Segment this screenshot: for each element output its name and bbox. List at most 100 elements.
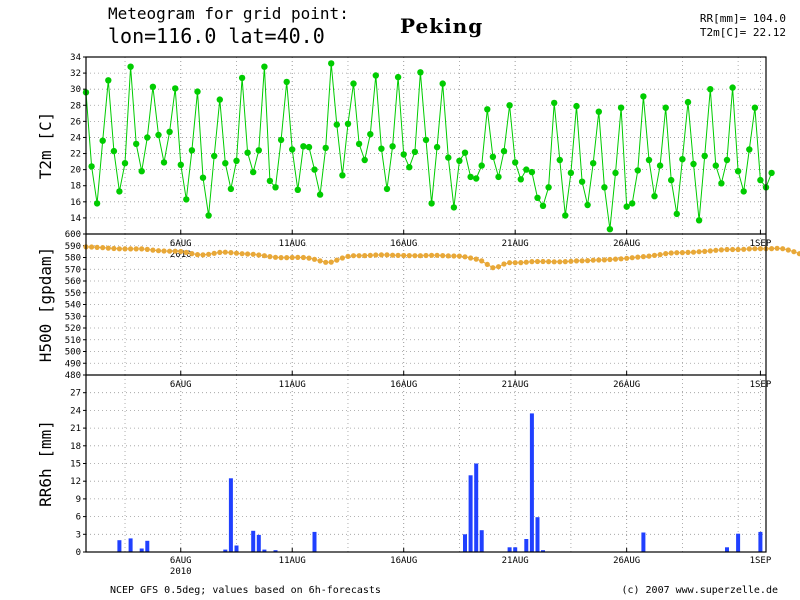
h500-data-point [211, 250, 217, 256]
h500-data-point [668, 250, 674, 256]
t2m-data-point [93, 200, 101, 207]
t2m-data-point [333, 121, 340, 128]
t2m-data-point [216, 96, 223, 103]
t2m-data-point [606, 226, 614, 233]
h500-data-point [89, 244, 95, 250]
h500-data-point [328, 259, 334, 265]
h500-data-point [752, 246, 758, 252]
h500-data-point [161, 248, 167, 254]
h500-ytick-label: 490 [65, 359, 81, 369]
h500-data-point [735, 246, 741, 253]
t2m-data-point [283, 78, 290, 86]
t2m-data-point [629, 200, 636, 207]
h500-data-point [194, 252, 201, 258]
t2m-data-point [411, 148, 419, 156]
t2m-data-point [701, 152, 708, 160]
t2m-data-point [99, 137, 106, 144]
t2m-data-point [194, 88, 201, 95]
t2m-ytick-label: 20 [70, 166, 81, 176]
t2m-data-point [517, 176, 524, 183]
t2m-data-point [679, 156, 686, 163]
t2m-data-point [740, 188, 747, 195]
t2m-data-point [199, 174, 207, 181]
h500-data-point [462, 254, 468, 260]
t2m-data-point [439, 80, 446, 87]
h500-data-point [100, 245, 106, 251]
t2m-data-point [645, 156, 653, 164]
h500-data-point [546, 259, 552, 265]
t2m-ytick-label: 16 [70, 198, 81, 208]
rr6h-xtick-label: 1SEP [750, 380, 772, 390]
h500-ytick-label: 500 [65, 348, 81, 358]
h500-data-point [105, 245, 111, 251]
t2m-data-point [634, 167, 641, 174]
h500-data-point [512, 260, 518, 266]
h500-xtick-label: 11AUG [279, 239, 306, 249]
t2m-data-point [294, 186, 301, 193]
t2m-data-point [734, 168, 742, 175]
h500-data-point [429, 252, 435, 258]
t2m-ytick-label: 28 [70, 101, 81, 111]
h500-data-point [674, 250, 680, 256]
h500-data-point [200, 252, 206, 258]
t2m-data-point [417, 69, 424, 76]
grid-point-coordinates: lon=116.0 lat=40.0 [108, 24, 325, 48]
h500-data-point [128, 246, 134, 252]
rr6h-ytick-label: 9 [76, 495, 81, 505]
h500-data-point [573, 258, 580, 264]
t2m-ytick-label: 22 [70, 150, 81, 160]
h500-data-point [183, 249, 189, 255]
t2m-data-point [222, 160, 229, 167]
t2m-data-point [383, 185, 391, 193]
t2m-data-point [311, 166, 318, 173]
h500-data-point [412, 253, 418, 259]
h500-data-point [596, 257, 602, 263]
h500-data-point [434, 252, 440, 258]
h500-data-point [456, 253, 462, 259]
h500-data-point [122, 246, 128, 252]
rr6h-bar [524, 539, 529, 552]
h500-data-point [568, 258, 574, 264]
h500-data-point [300, 254, 306, 261]
t2m-data-point [478, 162, 485, 169]
t2m-data-point [640, 93, 647, 100]
mean-temperature-readout: T2m[C]= 22.12 [699, 26, 786, 39]
h500-data-point [267, 254, 273, 260]
rr6h-xtick-label: 11AUG [279, 380, 306, 390]
t2m-data-point [328, 60, 335, 67]
h500-data-point [295, 254, 301, 260]
t2m-data-point [673, 210, 680, 218]
t2m-data-point [573, 102, 580, 110]
t2m-data-point [523, 166, 530, 173]
t2m-data-point [617, 104, 625, 111]
rr6h-ytick-label: 18 [70, 442, 81, 452]
h500-data-point [178, 248, 184, 255]
h500-data-point [663, 251, 669, 257]
h500-data-point [116, 246, 122, 252]
rr6h-year-label: 2010 [170, 567, 192, 577]
rr6h-ytick-label: 24 [70, 406, 81, 416]
t2m-data-point [205, 212, 212, 219]
t2m-data-point [149, 83, 157, 91]
h500-data-point [239, 251, 245, 257]
h500-data-point [529, 259, 535, 265]
h500-data-point [356, 253, 362, 259]
copyright-note: (c) 2007 www.superzelle.de [621, 585, 778, 596]
t2m-data-point [484, 106, 491, 113]
h500-xtick-label: 16AUG [390, 239, 417, 249]
t2m-data-point [539, 202, 547, 209]
station-name: Peking [400, 14, 484, 38]
t2m-data-point [138, 168, 145, 175]
t2m-data-point [227, 185, 235, 193]
rr6h-bottom-date-label: 21AUG [502, 556, 529, 566]
t2m-data-point [695, 217, 703, 224]
rr6h-ytick-label: 3 [76, 530, 81, 540]
t2m-data-point [144, 134, 151, 141]
t2m-data-point [116, 188, 123, 195]
t2m-data-point [595, 108, 602, 115]
rr6h-bottom-date-label: 26AUG [613, 556, 640, 566]
h500-data-point [495, 264, 502, 270]
h500-data-point [189, 251, 195, 257]
h500-data-point [557, 259, 563, 265]
rr6h-bar [256, 534, 261, 552]
